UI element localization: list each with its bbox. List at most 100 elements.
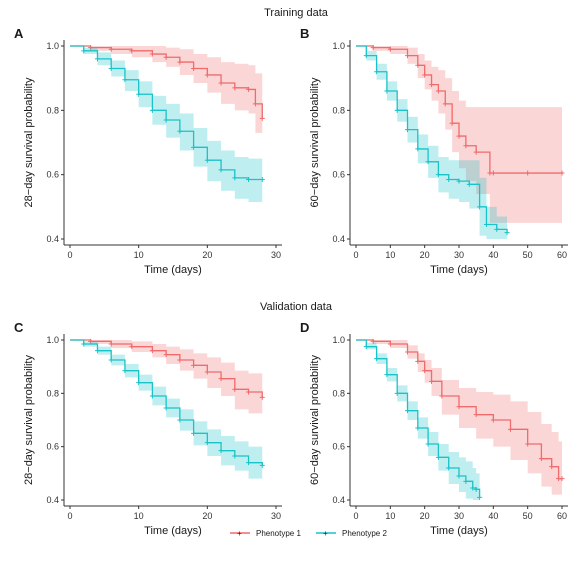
y-tick-label: 0.4 (46, 234, 59, 244)
x-tick-label: 20 (420, 511, 430, 521)
y-tick-label: 0.6 (46, 442, 59, 452)
series-phenotype-1-censor-mark (473, 412, 479, 418)
series-phenotype-1-censor-mark (88, 45, 94, 51)
panel-b: B 0.4 0.6 0.8 1.0 0 10 20 30 40 50 60 Time (days) 60−… (300, 26, 568, 276)
series-phenotype-2-censor-mark (415, 425, 421, 431)
x-tick-label: 0 (353, 511, 358, 521)
series-phenotype-2-censor-mark (246, 460, 252, 466)
series-phenotype-2-censor-mark (446, 176, 452, 182)
series-phenotype-1-censor-mark (456, 133, 462, 139)
series-phenotype-1-censor-mark (163, 54, 169, 60)
series-phenotype-2-censor-mark (446, 465, 452, 471)
series-phenotype-2-censor-mark (108, 66, 114, 72)
series-phenotype-1-censor-mark (508, 426, 513, 432)
series-phenotype-2-censor-mark (94, 56, 100, 62)
series-phenotype-1 (70, 338, 265, 420)
series-phenotype-2-censor-mark (246, 176, 252, 182)
x-tick-label: 0 (67, 511, 72, 521)
x-tick-label: 20 (202, 511, 212, 521)
panel-d: D 0.4 0.6 0.8 1.0 0 10 20 30 40 50 60 Time (days) 60−… (300, 320, 568, 537)
legend-label-phenotype-2: Phenotype 2 (342, 529, 387, 538)
series-phenotype-1 (70, 45, 265, 149)
series-phenotype-2-censor-mark (136, 380, 142, 386)
series-phenotype-1-censor-mark (177, 357, 183, 363)
series-phenotype-2-censor-mark (463, 478, 469, 484)
x-tick-label: 30 (271, 250, 281, 260)
series-phenotype-1-censor-mark (463, 143, 469, 149)
series-phenotype-2-censor-mark (218, 167, 224, 173)
y-axis-title: 60−day survival probability (309, 77, 321, 207)
series-phenotype-2-censor-mark (204, 157, 210, 163)
y-axis-title: 60−day survival probability (309, 355, 321, 485)
series-phenotype-1-censor-mark (108, 46, 114, 52)
series-phenotype-2-censor-mark (122, 77, 128, 83)
series-phenotype-2-censor-mark (394, 390, 400, 396)
y-tick-label: 0.6 (46, 170, 59, 180)
y-tick-label: 0.4 (332, 234, 345, 244)
series-phenotype-2-censor-mark (163, 405, 169, 411)
series-phenotype-1-confidence-band (70, 340, 263, 420)
series-phenotype-2-censor-mark (108, 357, 114, 363)
y-tick-label: 1.0 (46, 335, 59, 345)
series-phenotype-1-censor-mark (456, 404, 462, 410)
series-phenotype-1-censor-mark (370, 45, 376, 51)
series-phenotype-1-censor-mark (129, 344, 135, 350)
series-phenotype-1-censor-mark (415, 358, 421, 364)
series-phenotype-1-censor-mark (259, 115, 265, 121)
series-phenotype-1 (356, 45, 565, 223)
y-tick-label: 1.0 (46, 41, 59, 51)
series-phenotype-2-censor-mark (384, 372, 390, 378)
series-phenotype-1-confidence-band (70, 46, 263, 149)
panels: A 0.4 0.6 0.8 1.0 0 10 20 30 Time (days) 28−day su… (14, 26, 568, 537)
series-phenotype-1-censor-mark (415, 62, 421, 68)
series-phenotype-2-censor-mark (494, 226, 500, 232)
series-phenotype-2-confidence-band (70, 340, 263, 482)
series-phenotype-2-censor-mark (405, 408, 410, 414)
series-phenotype-2-censor-mark (477, 204, 483, 210)
series-phenotype-2-censor-mark (405, 127, 410, 133)
x-tick-label: 10 (134, 250, 144, 260)
series-phenotype-1-censor-mark (204, 72, 210, 78)
series-phenotype-2-censor-mark (81, 48, 87, 54)
series-phenotype-1-censor-mark (177, 59, 183, 65)
y-tick-label: 0.8 (332, 388, 345, 398)
x-tick-label: 10 (134, 511, 144, 521)
series-phenotype-2-censor-mark (435, 172, 441, 178)
series-phenotype-2-censor-mark (232, 453, 238, 459)
series-phenotype-2-censor-mark (363, 344, 369, 350)
series-phenotype-1-censor-mark (387, 46, 393, 52)
series-phenotype-2 (70, 45, 265, 203)
legend-marker-phenotype-1: + (237, 529, 242, 538)
series-phenotype-2-censor-mark (466, 181, 472, 187)
x-tick-label: 60 (557, 250, 567, 260)
series-phenotype-1-censor-mark (422, 72, 428, 78)
x-tick-label: 40 (488, 250, 498, 260)
series-phenotype-2 (70, 339, 265, 482)
series-phenotype-2-censor-mark (94, 348, 100, 354)
series-phenotype-1-censor-mark (246, 389, 252, 395)
x-tick-label: 30 (454, 511, 464, 521)
series-phenotype-2-censor-mark (149, 107, 155, 113)
x-tick-label: 0 (67, 250, 72, 260)
series-phenotype-2-censor-mark (259, 176, 265, 182)
series-phenotype-2-censor-mark (232, 175, 238, 181)
series-phenotype-1-censor-mark (163, 352, 169, 358)
x-tick-label: 20 (420, 250, 430, 260)
y-tick-label: 0.6 (332, 170, 345, 180)
x-tick-label: 50 (523, 250, 533, 260)
series-phenotype-2-confidence-band (70, 46, 263, 203)
series-phenotype-1-confidence-band (356, 340, 562, 495)
series-phenotype-1-censor-mark (435, 88, 441, 94)
y-tick-label: 0.6 (332, 442, 345, 452)
series-phenotype-2-censor-mark (259, 462, 265, 468)
series-phenotype-2-censor-mark (374, 69, 380, 75)
legend: + Phenotype 1 + Phenotype 2 (230, 529, 387, 538)
series-phenotype-2-censor-mark (149, 393, 155, 399)
x-tick-label: 40 (488, 511, 498, 521)
series-phenotype-2-censor-mark (456, 178, 462, 184)
series-phenotype-2-curve (356, 45, 508, 233)
series-phenotype-2-censor-mark (163, 117, 169, 123)
series-phenotype-1-censor-mark (259, 394, 265, 400)
x-tick-label: 0 (353, 250, 358, 260)
series-phenotype-1-censor-mark (559, 170, 565, 176)
